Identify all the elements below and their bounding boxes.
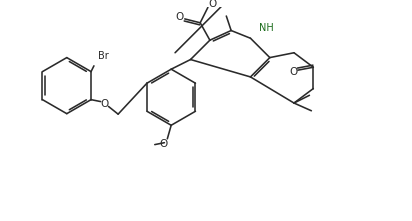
Text: O: O (176, 12, 184, 22)
Text: O: O (159, 139, 168, 149)
Text: Br: Br (98, 51, 109, 61)
Text: NH: NH (259, 23, 274, 33)
Text: O: O (101, 99, 109, 109)
Text: O: O (289, 67, 297, 77)
Text: O: O (208, 0, 217, 10)
